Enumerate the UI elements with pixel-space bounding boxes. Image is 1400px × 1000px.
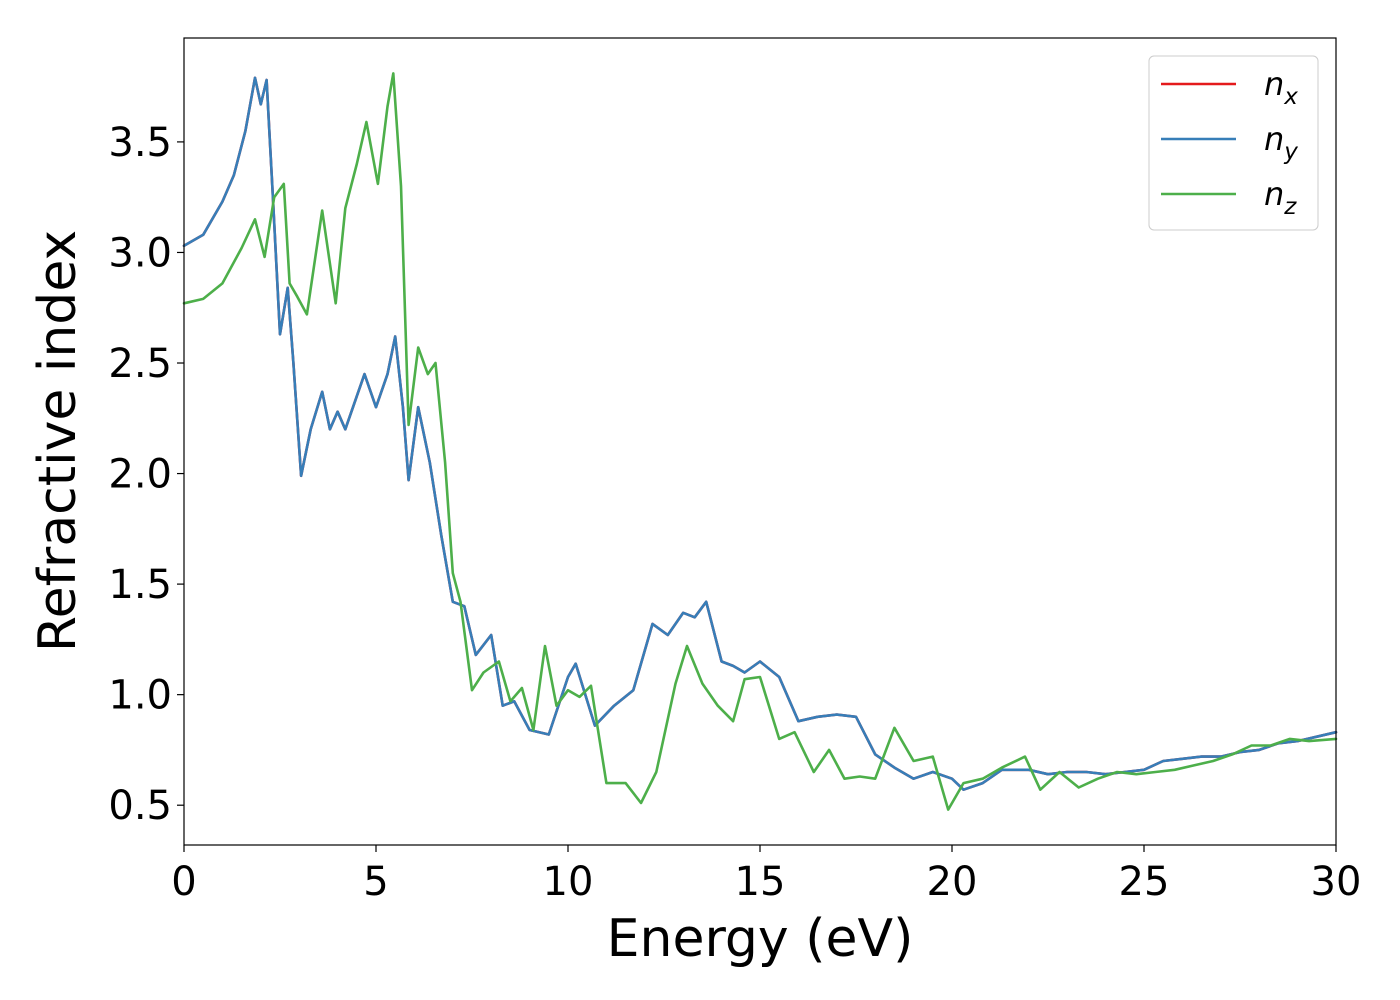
y-axis-ticks: 0.5 1.0 1.5 2.0 2.5 3.0 3.5 bbox=[108, 120, 184, 829]
legend-label-base: n bbox=[1264, 175, 1284, 213]
y-tick-label: 0.5 bbox=[108, 783, 172, 829]
x-tick-label: 15 bbox=[735, 859, 786, 905]
y-tick-label: 3.0 bbox=[108, 230, 172, 276]
legend-label-subscript: x bbox=[1283, 84, 1298, 110]
x-tick-label: 25 bbox=[1119, 859, 1170, 905]
x-tick-label: 20 bbox=[927, 859, 978, 905]
legend-label-base: n bbox=[1264, 65, 1284, 103]
y-tick-label: 3.5 bbox=[108, 120, 172, 166]
y-axis-title: Refractive index bbox=[28, 230, 88, 652]
legend-label: nz bbox=[1264, 175, 1297, 220]
series-line-n-z bbox=[182, 72, 1338, 811]
legend-label-subscript: y bbox=[1283, 139, 1298, 165]
plot-lines bbox=[182, 72, 1338, 811]
y-tick-label: 2.0 bbox=[108, 452, 172, 498]
x-tick-label: 0 bbox=[171, 859, 196, 905]
legend-label-subscript: z bbox=[1283, 194, 1297, 220]
legend-label-base: n bbox=[1264, 120, 1284, 158]
legend-box bbox=[1148, 55, 1319, 231]
x-tick-label: 30 bbox=[1311, 859, 1362, 905]
x-axis-title: Energy (eV) bbox=[607, 909, 914, 969]
series-line-n-y bbox=[182, 76, 1338, 791]
x-tick-label: 10 bbox=[543, 859, 594, 905]
x-axis-ticks: 0 5 10 15 20 25 30 bbox=[171, 845, 1361, 905]
y-tick-label: 2.5 bbox=[108, 341, 172, 387]
y-tick-label: 1.0 bbox=[108, 673, 172, 719]
legend-label: nx bbox=[1264, 65, 1298, 110]
x-tick-label: 5 bbox=[363, 859, 388, 905]
legend-label: ny bbox=[1264, 120, 1298, 165]
y-tick-label: 1.5 bbox=[108, 562, 172, 608]
